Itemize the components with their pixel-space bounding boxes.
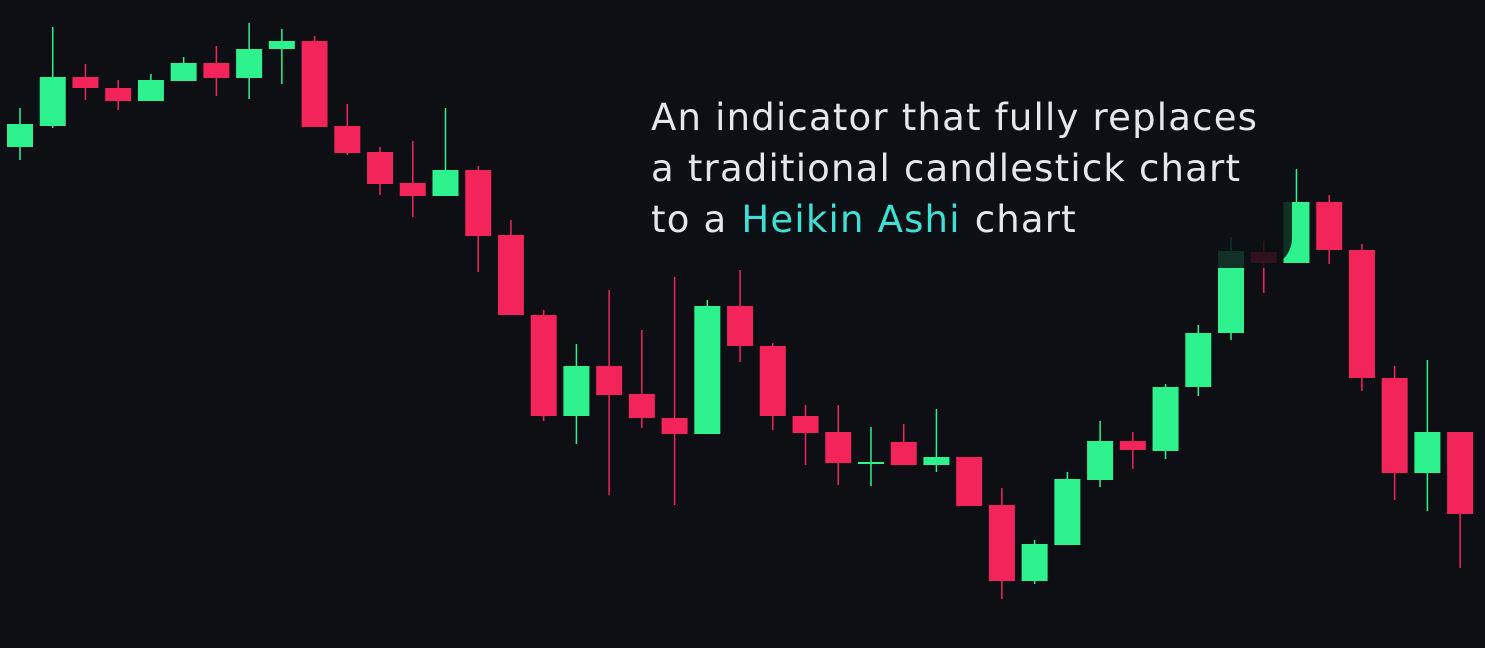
candle-body	[334, 126, 361, 153]
candle-body	[203, 63, 230, 78]
candle-body	[170, 63, 197, 81]
candle-body	[1447, 432, 1474, 514]
candle-body	[1316, 202, 1343, 250]
candle-body	[988, 505, 1015, 581]
candle-body	[497, 235, 524, 315]
candle-body	[1381, 378, 1408, 473]
candle-body	[563, 366, 590, 416]
candle-body	[268, 41, 295, 49]
candle-body	[825, 432, 852, 463]
annotation-line: a traditional candlestick chart	[651, 147, 1241, 190]
candle-body	[596, 366, 623, 395]
candle-body	[661, 418, 688, 434]
candle-body	[956, 457, 983, 506]
candle-body	[399, 183, 426, 196]
candle-body	[727, 306, 754, 346]
candle-body	[72, 77, 99, 88]
candle-body	[792, 416, 819, 433]
annotation-line: An indicator that fully replaces	[651, 96, 1258, 139]
candle-body	[890, 442, 917, 465]
candle-body	[367, 152, 394, 184]
candle-body	[923, 457, 950, 465]
candles	[7, 23, 1474, 599]
annotation-text: to a	[651, 198, 727, 241]
candle-body	[1087, 441, 1114, 480]
candle-body	[1021, 544, 1048, 581]
candle-body	[628, 394, 655, 418]
candle-body	[465, 170, 492, 236]
annotation-highlight: Heikin Ashi	[741, 198, 960, 241]
candle-body	[759, 346, 786, 416]
candle-body	[105, 88, 132, 101]
candle-body	[137, 80, 164, 101]
candle-body	[530, 315, 557, 416]
candle-body	[432, 170, 459, 196]
candle-body	[1119, 441, 1146, 450]
annotation-text: chart	[975, 198, 1077, 241]
candle-body	[39, 77, 66, 126]
candle-body	[7, 124, 33, 147]
candle-body	[1348, 250, 1375, 378]
candle-body	[236, 49, 263, 78]
candle-body	[301, 41, 328, 127]
candle-body	[1054, 479, 1081, 545]
candle-body	[857, 462, 884, 464]
candle-body	[694, 306, 721, 434]
annotation-line: to a Heikin Ashi chart	[651, 198, 1077, 241]
annotation-backdrop	[628, 82, 1292, 268]
candle-body	[1414, 432, 1441, 473]
candle-body	[1185, 333, 1212, 387]
candle-body	[1152, 387, 1179, 451]
